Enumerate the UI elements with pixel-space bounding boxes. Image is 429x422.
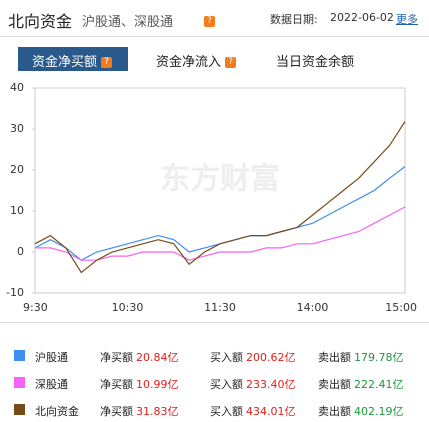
legend-cell: 31.83亿 xyxy=(136,405,179,418)
divider xyxy=(0,36,429,37)
legend-swatch xyxy=(14,377,25,388)
title: 北向资金 xyxy=(8,12,73,31)
help-icon[interactable]: ? xyxy=(204,11,215,30)
y-tick-label: 20 xyxy=(10,163,24,176)
legend-cell: 净买额 xyxy=(100,378,133,391)
legend-swatch xyxy=(14,350,25,361)
legend-cell: 卖出额 xyxy=(318,351,351,364)
legend-row: 北向资金 净买额 31.83亿 买入额 434.01亿 卖出额 402.19亿 xyxy=(0,400,429,420)
legend-cell: 233.40亿 xyxy=(246,378,296,391)
legend-cell: 222.41亿 xyxy=(354,378,404,391)
legend-cell: 434.01亿 xyxy=(246,405,296,418)
legend-cell: 10.99亿 xyxy=(136,378,179,391)
divider xyxy=(0,322,429,323)
chart: 东方财富 -10 0 10 20 30 40 9:30 10:30 11:30 14:00 15:0… xyxy=(6,81,417,314)
legend-cell: 净买额 xyxy=(100,405,133,418)
y-tick-label: 40 xyxy=(10,81,24,94)
y-tick-label: 0 xyxy=(17,245,24,258)
series-line xyxy=(34,121,406,274)
legend-cell: 净买额 xyxy=(100,351,133,364)
legend-cell: 179.78亿 xyxy=(354,351,404,364)
x-tick-label: 9:30 xyxy=(23,301,48,314)
legend-cell: 20.84亿 xyxy=(136,351,179,364)
legend-name: 深股通 xyxy=(35,378,68,391)
legend-swatch xyxy=(14,404,25,415)
legend-cell: 买入额 xyxy=(210,378,243,391)
legend-cell: 卖出额 xyxy=(318,378,351,391)
legend-cell: 402.19亿 xyxy=(354,405,404,418)
y-tick-label: -10 xyxy=(6,286,24,299)
tab[interactable]: 当日资金余额 xyxy=(276,55,355,70)
x-tick-label: 10:30 xyxy=(112,301,144,314)
legend-cell: 买入额 xyxy=(210,351,243,364)
x-tick-label: 11:30 xyxy=(204,301,236,314)
legend-name: 北向资金 xyxy=(35,405,79,418)
tab-label: 资金净买额 xyxy=(32,55,98,70)
x-tick-label: 14:00 xyxy=(297,301,329,314)
date-label: 数据日期: xyxy=(270,13,318,26)
watermark: 东方财富 xyxy=(160,162,280,197)
more-link[interactable]: 更多 xyxy=(396,13,418,26)
legend-cell: 200.62亿 xyxy=(246,351,296,364)
legend-row: 深股通 净买额 10.99亿 买入额 233.40亿 卖出额 222.41亿 xyxy=(0,373,429,393)
x-tick-label: 15:00 xyxy=(385,301,417,314)
tab-label: 资金净流入 xyxy=(156,55,222,70)
legend-row: 沪股通 净买额 20.84亿 买入额 200.62亿 卖出额 179.78亿 xyxy=(0,346,429,366)
series-line xyxy=(35,206,406,261)
tab[interactable]: 资金净买额 ? xyxy=(32,51,113,70)
y-tick-label: 10 xyxy=(10,204,24,217)
date: 2022-06-02 xyxy=(330,11,394,24)
legend-cell: 买入额 xyxy=(210,405,243,418)
legend-name: 沪股通 xyxy=(35,351,68,364)
legend-cell: 卖出额 xyxy=(318,405,351,418)
tab[interactable]: 资金净流入 ? xyxy=(156,51,237,70)
plot-frame xyxy=(34,87,406,294)
y-tick-label: 30 xyxy=(10,122,24,135)
subtitle: 沪股通、深股通 xyxy=(82,15,174,30)
